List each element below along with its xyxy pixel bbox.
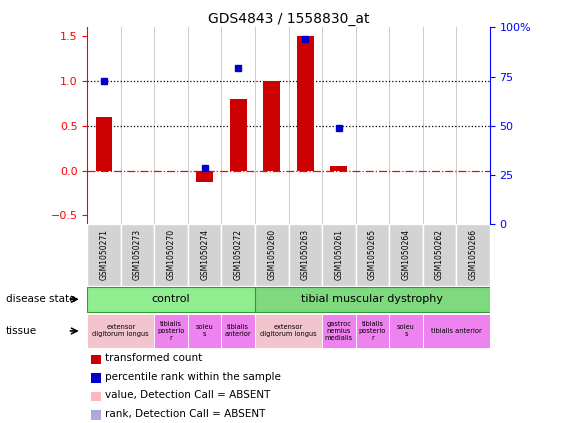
Text: tibialis anterior: tibialis anterior [431,328,481,334]
Text: GSM1050260: GSM1050260 [267,229,276,280]
Text: GSM1050270: GSM1050270 [167,229,176,280]
Text: GSM1050265: GSM1050265 [368,229,377,280]
Text: tibialis
posterio
r: tibialis posterio r [158,321,185,341]
Text: value, Detection Call = ABSENT: value, Detection Call = ABSENT [105,390,271,400]
Bar [289,224,322,286]
Bar [154,224,188,286]
Text: tissue: tissue [6,326,37,336]
Bar [322,224,356,286]
Bar [87,314,154,348]
Bar [389,314,423,348]
Bar [91,392,101,401]
Text: gastroc
nemius
medialis: gastroc nemius medialis [325,321,353,341]
Text: GSM1050262: GSM1050262 [435,229,444,280]
Title: GDS4843 / 1558830_at: GDS4843 / 1558830_at [208,12,369,27]
Bar [96,117,113,170]
Bar [423,224,456,286]
Bar [389,224,423,286]
Text: tibial muscular dystrophy: tibial muscular dystrophy [301,294,444,304]
Bar [188,224,221,286]
Bar [356,224,389,286]
Bar [196,170,213,182]
Text: soleu
s: soleu s [397,324,415,338]
Bar [154,314,188,348]
Bar [87,287,255,312]
Text: GSM1050271: GSM1050271 [100,229,109,280]
Text: GSM1050263: GSM1050263 [301,229,310,280]
Text: soleu
s: soleu s [196,324,213,338]
Bar [255,224,289,286]
Text: GSM1050273: GSM1050273 [133,229,142,280]
Text: GSM1050272: GSM1050272 [234,229,243,280]
Bar [221,224,255,286]
Text: extensor
digitorum longus: extensor digitorum longus [260,324,317,338]
Text: rank, Detection Call = ABSENT: rank, Detection Call = ABSENT [105,409,266,419]
Text: tibialis
posterio
r: tibialis posterio r [359,321,386,341]
Bar [91,410,101,420]
Text: GSM1050266: GSM1050266 [468,229,477,280]
Bar [456,224,490,286]
Text: GSM1050264: GSM1050264 [401,229,410,280]
Bar [121,224,154,286]
Text: extensor
digitorum longus: extensor digitorum longus [92,324,149,338]
Bar [91,354,101,364]
Bar [255,314,322,348]
Text: GSM1050274: GSM1050274 [200,229,209,280]
Bar [87,224,121,286]
Bar [91,373,101,383]
Bar [356,314,389,348]
Text: percentile rank within the sample: percentile rank within the sample [105,372,282,382]
Text: control: control [152,294,190,304]
Text: tibialis
anterior: tibialis anterior [225,324,252,338]
Bar [263,81,280,170]
Bar [330,166,347,170]
Bar [230,99,247,170]
Bar [188,314,221,348]
Bar [255,287,490,312]
Bar [423,314,490,348]
Bar [221,314,255,348]
Text: GSM1050261: GSM1050261 [334,229,343,280]
Bar [297,36,314,170]
Bar [322,314,356,348]
Text: disease state: disease state [6,294,75,304]
Text: transformed count: transformed count [105,353,203,363]
